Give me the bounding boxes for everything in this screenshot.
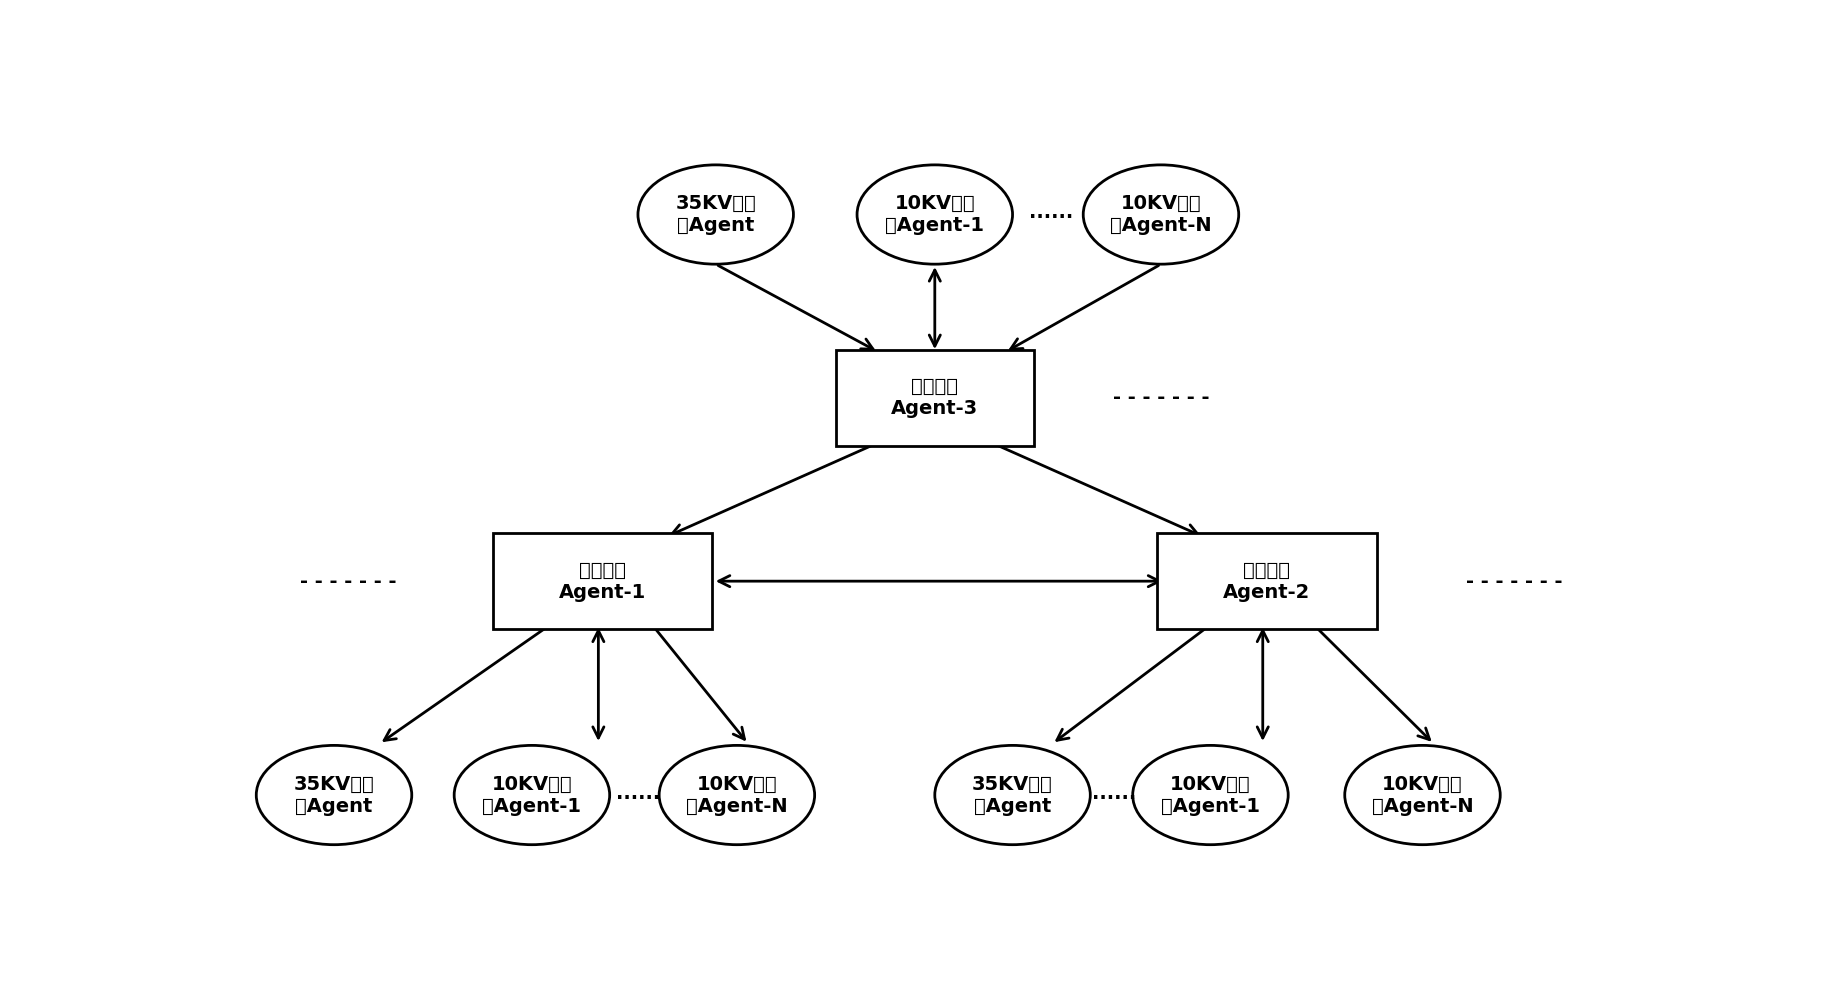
Ellipse shape — [1344, 745, 1500, 844]
FancyBboxPatch shape — [835, 350, 1034, 445]
FancyBboxPatch shape — [1158, 534, 1376, 629]
Ellipse shape — [658, 745, 815, 844]
Text: 10KV变电
站Agent-N: 10KV变电 站Agent-N — [1110, 194, 1210, 235]
Text: 10KV变电
站Agent-N: 10KV变电 站Agent-N — [1371, 775, 1473, 815]
Text: 中心协调
Agent-1: 中心协调 Agent-1 — [558, 560, 645, 602]
Text: ......: ...... — [1028, 203, 1072, 222]
Ellipse shape — [454, 745, 609, 844]
Ellipse shape — [638, 165, 793, 264]
Text: ......: ...... — [1092, 784, 1136, 803]
Ellipse shape — [935, 745, 1090, 844]
Ellipse shape — [857, 165, 1012, 264]
Text: 35KV变电
站Agent: 35KV变电 站Agent — [972, 775, 1052, 815]
Text: 35KV变电
站Agent: 35KV变电 站Agent — [675, 194, 757, 235]
Text: - - - - - - -: - - - - - - - — [1466, 571, 1562, 590]
Text: 10KV变电
站Agent-1: 10KV变电 站Agent-1 — [481, 775, 582, 815]
Text: - - - - - - -: - - - - - - - — [1112, 388, 1209, 407]
Ellipse shape — [255, 745, 412, 844]
Text: 10KV变电
站Agent-N: 10KV变电 站Agent-N — [685, 775, 788, 815]
FancyBboxPatch shape — [492, 534, 711, 629]
Text: 中心协调
Agent-3: 中心协调 Agent-3 — [891, 377, 977, 419]
Text: - - - - - - -: - - - - - - - — [299, 571, 396, 590]
Text: 10KV变电
站Agent-1: 10KV变电 站Agent-1 — [1159, 775, 1260, 815]
Text: 35KV变电
站Agent: 35KV变电 站Agent — [294, 775, 374, 815]
Text: 中心协调
Agent-2: 中心协调 Agent-2 — [1223, 560, 1311, 602]
Text: ......: ...... — [616, 784, 660, 803]
Text: 10KV变电
站Agent-1: 10KV变电 站Agent-1 — [884, 194, 984, 235]
Ellipse shape — [1132, 745, 1287, 844]
Ellipse shape — [1083, 165, 1238, 264]
